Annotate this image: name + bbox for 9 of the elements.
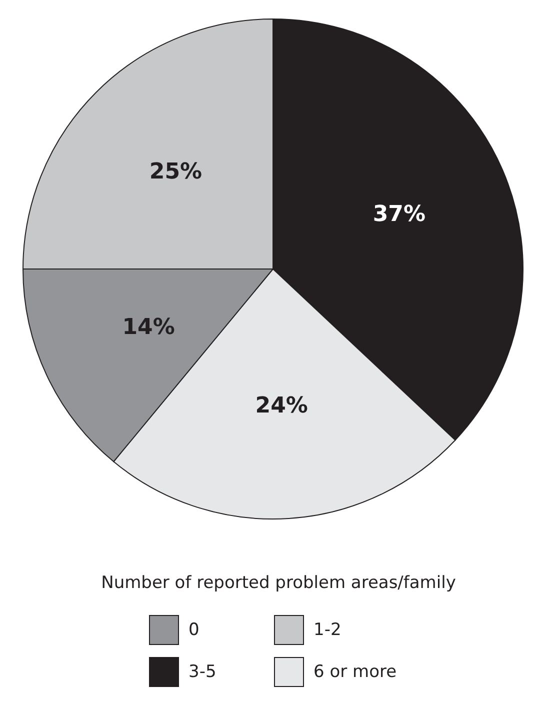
legend-title: Number of reported problem areas/family: [100, 573, 457, 593]
data-label: 25%: [149, 159, 202, 184]
legend-label: 1-2: [314, 620, 342, 640]
legend-label: 3-5: [188, 662, 216, 682]
data-label: 14%: [122, 315, 175, 340]
legend-label: 0: [188, 620, 200, 640]
legend-label: 6 or more: [314, 662, 397, 682]
data-label: 37%: [372, 202, 426, 227]
data-label: 24%: [255, 394, 308, 419]
